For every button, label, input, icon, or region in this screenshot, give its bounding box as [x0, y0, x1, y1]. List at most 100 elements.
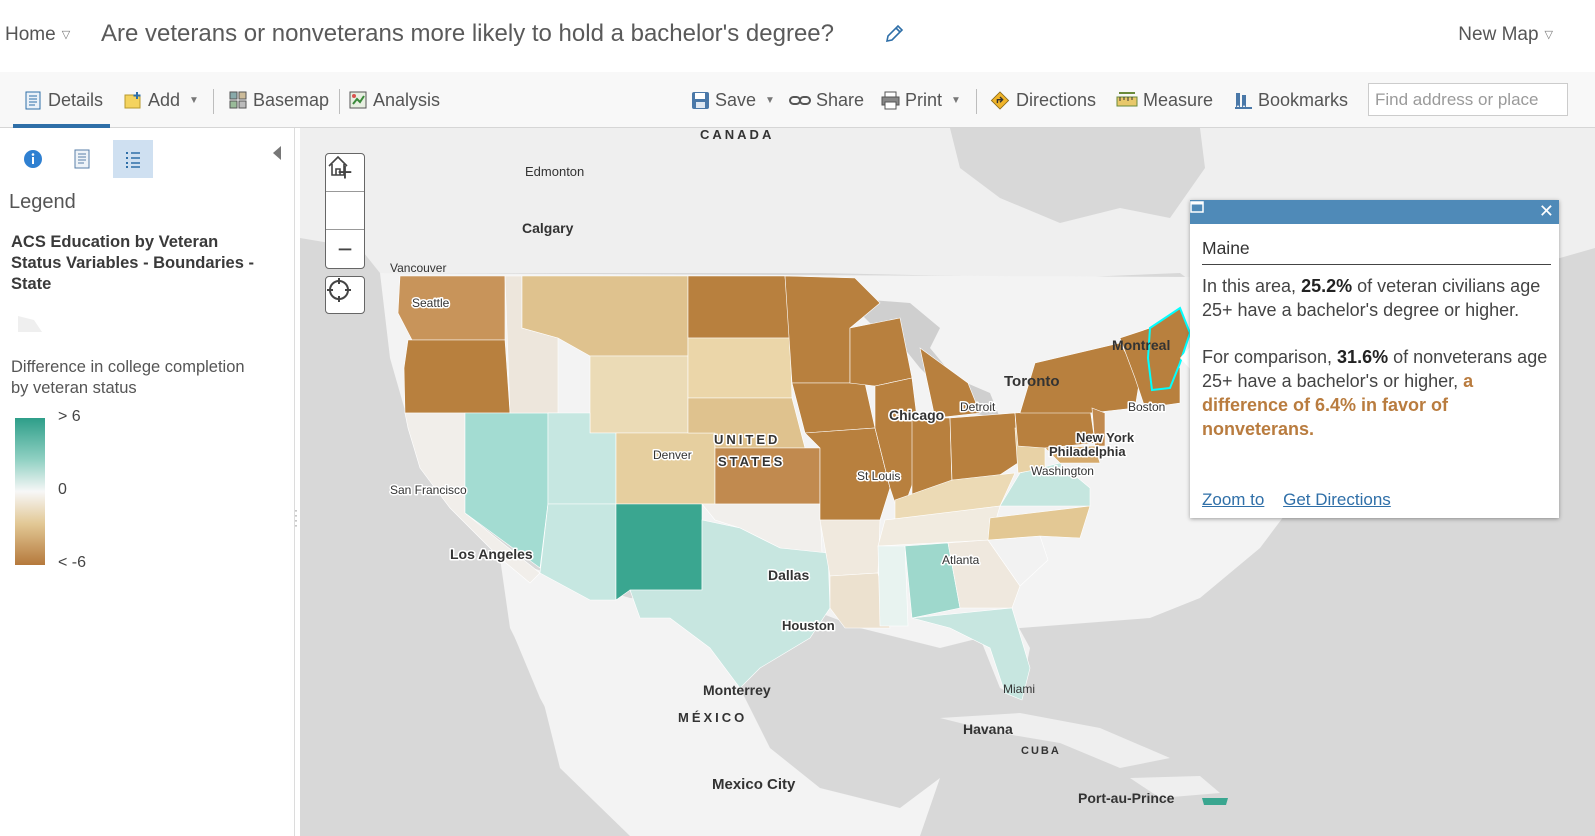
map-label-toronto: Toronto: [1004, 373, 1060, 390]
get-directions-link[interactable]: Get Directions: [1283, 490, 1391, 509]
content-icon: [74, 149, 90, 169]
close-icon[interactable]: ✕: [1538, 201, 1554, 221]
map-label-chicago: Chicago: [889, 407, 944, 423]
chevron-down-icon: ▼: [951, 94, 961, 106]
state-virginia: [999, 462, 1091, 507]
state-new-york: [1019, 342, 1141, 414]
state-mississippi: [877, 545, 909, 627]
popup-text: In this area,: [1202, 276, 1302, 296]
share-button[interactable]: Share: [789, 72, 864, 128]
chevron-left-icon: [273, 146, 281, 160]
details-icon: [25, 91, 41, 109]
puerto-rico-shape: [1202, 798, 1228, 805]
toolbar-divider: [976, 89, 977, 114]
map-label-monterrey: Monterrey: [703, 682, 771, 698]
popup-paragraph-comparison: For comparison, 31.6% of nonveterans age…: [1202, 345, 1554, 441]
state-louisiana: [829, 572, 891, 629]
chevron-down-icon: ▼: [189, 94, 199, 106]
ramp-low-label: < -6: [58, 554, 87, 571]
difference-text: a difference of 6.4% in favor of nonvete…: [1202, 371, 1474, 439]
new-map-menu[interactable]: New Map ▽: [1458, 24, 1553, 46]
popup-text: For comparison,: [1202, 347, 1338, 367]
state-new-jersey: [1091, 407, 1106, 447]
cuba-land: [940, 713, 1170, 768]
details-label: Details: [48, 89, 104, 110]
basemap-button[interactable]: Basemap: [229, 72, 329, 128]
map-label-havana: Havana: [963, 721, 1013, 737]
save-icon: [692, 91, 709, 109]
chevron-down-icon: ▼: [765, 94, 775, 106]
map-label-boston: Boston: [1128, 400, 1165, 414]
chevron-down-icon: ▽: [61, 29, 71, 41]
map-label-seattle: Seattle: [412, 296, 450, 310]
bookmarks-button[interactable]: Bookmarks: [1234, 72, 1348, 128]
popup-actions: Zoom to Get Directions: [1202, 490, 1405, 510]
analysis-button[interactable]: Analysis: [349, 72, 440, 128]
state-florida: [911, 607, 1031, 701]
directions-button[interactable]: Directions: [989, 72, 1096, 128]
map-label-denver: Denver: [653, 448, 692, 462]
pencil-icon[interactable]: [884, 24, 904, 49]
print-label: Print: [905, 89, 943, 110]
zoom-in-button[interactable]: +: [326, 154, 364, 192]
map-label-san-francisco: San Francisco: [390, 483, 467, 497]
tab-content[interactable]: [62, 140, 102, 178]
state-arizona: [539, 503, 617, 601]
home-icon: [328, 155, 348, 176]
map-label-states: STATES: [718, 454, 785, 469]
ramp-high-label: > 6: [58, 408, 81, 425]
tab-legend[interactable]: [113, 140, 153, 178]
map-label-canada: CANADA: [700, 128, 774, 142]
state-nevada: [464, 412, 549, 569]
plus-icon: +: [337, 157, 353, 187]
state-arkansas: [819, 519, 881, 577]
map-label-los-angeles: Los Angeles: [450, 546, 533, 562]
popup-pointer: [1180, 346, 1191, 370]
legend-heading: Legend: [9, 191, 76, 213]
state-michigan: [919, 347, 981, 419]
map-view[interactable]: CANADA Edmonton Calgary Vancouver Seattl…: [300, 128, 1595, 836]
add-label: Add: [148, 89, 181, 110]
search-input[interactable]: [1368, 83, 1568, 116]
home-label: Home: [5, 24, 56, 45]
popup-divider: [1202, 264, 1551, 265]
ramp-mid-label: 0: [58, 481, 67, 498]
add-layer-icon: [124, 91, 141, 108]
analysis-label: Analysis: [373, 89, 441, 110]
state-texas: [629, 519, 831, 689]
zoom-out-button[interactable]: −: [326, 230, 364, 268]
collapse-panel-button[interactable]: [271, 145, 283, 166]
measure-button[interactable]: Measure: [1116, 72, 1213, 128]
map-label-cuba: CUBA: [1021, 745, 1061, 757]
map-label-mexico-city: Mexico City: [712, 776, 796, 793]
default-extent-button[interactable]: [326, 155, 364, 230]
print-button[interactable]: Print ▼: [881, 72, 961, 128]
details-button[interactable]: Details: [24, 72, 103, 128]
save-button[interactable]: Save ▼: [691, 72, 775, 128]
state-polygons: [397, 275, 1192, 701]
map-label-houston: Houston: [782, 618, 835, 633]
map-label-vancouver: Vancouver: [390, 261, 446, 275]
map-label-new-york: New York: [1076, 430, 1135, 445]
tab-about[interactable]: [13, 140, 53, 178]
popup-content: In this area, 25.2% of veteran civilians…: [1202, 274, 1554, 464]
map-label-atlanta: Atlanta: [942, 553, 980, 567]
minus-icon: −: [337, 233, 353, 264]
panel-resize-handle[interactable]: · · · ·: [294, 503, 298, 532]
state-iowa: [791, 382, 876, 434]
maximize-icon[interactable]: [1190, 200, 1204, 214]
veteran-percent: 25.2%: [1301, 276, 1353, 296]
share-label: Share: [816, 89, 865, 110]
mexico-land: [500, 558, 940, 836]
map-label-miami: Miami: [1003, 682, 1035, 696]
zoom-controls: + −: [325, 153, 365, 269]
zoom-to-link[interactable]: Zoom to: [1202, 490, 1265, 509]
info-icon: [24, 150, 42, 168]
map-label-edmonton: Edmonton: [525, 164, 584, 179]
home-menu[interactable]: Home ▽: [5, 24, 70, 46]
popup-paragraph-veterans: In this area, 25.2% of veteran civilians…: [1202, 274, 1554, 322]
add-button[interactable]: Add ▼: [124, 72, 199, 128]
baja-california: [505, 568, 590, 753]
locate-button[interactable]: [325, 276, 365, 314]
map-title: Are veterans or nonveterans more likely …: [101, 20, 834, 47]
